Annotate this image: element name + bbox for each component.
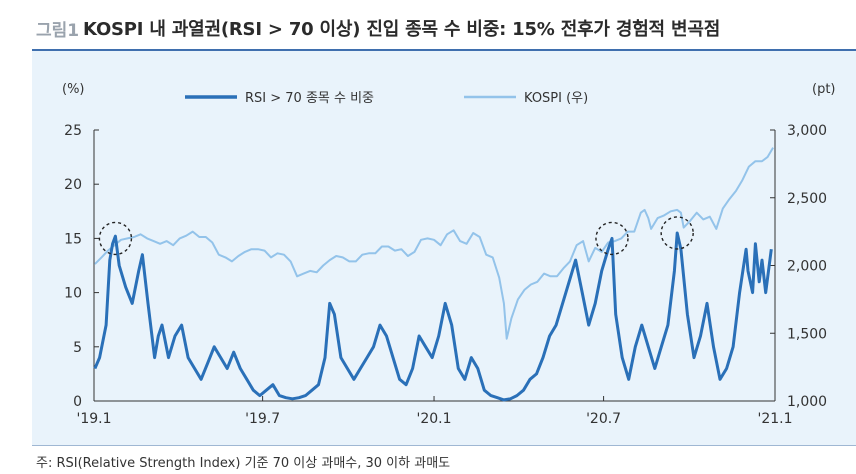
left-tick-label: 5 bbox=[73, 340, 82, 356]
footer-divider bbox=[32, 445, 856, 446]
series-lines bbox=[93, 147, 774, 402]
right-tick-label: 2,500 bbox=[787, 191, 827, 207]
right-tick-label: 1,500 bbox=[787, 326, 827, 342]
chart-panel: 0 5 10 15 20 25 1,000 1,500 2,000 2,500 3,000 '19… bbox=[32, 51, 856, 445]
figure-header: 그림1 KOSPI 내 과열권(RSI > 70 이상) 진입 종목 수 비중:… bbox=[0, 0, 856, 50]
highlight-circle bbox=[660, 216, 694, 250]
highlight-circle bbox=[595, 221, 629, 256]
title-divider bbox=[32, 49, 856, 51]
x-tick-label: '21.1 bbox=[757, 411, 792, 427]
x-axis-ticks: '19.1 '19.7 '20.1 '20.7 '21.1 bbox=[76, 396, 793, 427]
right-tick-label: 3,000 bbox=[787, 123, 827, 139]
figure-title: KOSPI 내 과열권(RSI > 70 이상) 진입 종목 수 비중: 15%… bbox=[83, 19, 721, 40]
chart: 0 5 10 15 20 25 1,000 1,500 2,000 2,500 3,000 '19… bbox=[62, 82, 836, 427]
legend: RSI > 70 종목 수 비중 KOSPI (우) bbox=[185, 91, 588, 106]
rsi-line bbox=[93, 231, 773, 402]
left-tick-label: 15 bbox=[64, 231, 82, 247]
x-tick-label: '19.1 bbox=[76, 411, 111, 427]
highlight-markers bbox=[98, 216, 694, 256]
figure-number: 그림1 bbox=[36, 21, 80, 41]
right-tick-label: 1,000 bbox=[787, 394, 827, 410]
kospi-line bbox=[94, 147, 774, 340]
x-tick-label: '20.7 bbox=[586, 411, 621, 427]
legend-label-kospi: KOSPI (우) bbox=[524, 91, 588, 106]
legend-label-rsi: RSI > 70 종목 수 비중 bbox=[245, 91, 374, 106]
left-tick-label: 20 bbox=[64, 177, 82, 193]
right-unit-label: (pt) bbox=[812, 82, 836, 97]
footnote: 주: RSI(Relative Strength Index) 기준 70 이상… bbox=[36, 456, 451, 471]
right-tick-label: 2,000 bbox=[787, 259, 827, 275]
left-tick-label: 0 bbox=[73, 394, 82, 410]
right-axis-ticks: 1,000 1,500 2,000 2,500 3,000 bbox=[770, 123, 827, 410]
x-tick-label: '19.7 bbox=[245, 411, 280, 427]
left-tick-label: 10 bbox=[64, 286, 82, 302]
left-unit-label: (%) bbox=[62, 82, 85, 97]
x-tick-label: '20.1 bbox=[417, 411, 452, 427]
highlight-circle bbox=[98, 221, 133, 256]
axes bbox=[93, 130, 776, 402]
left-axis-ticks: 0 5 10 15 20 25 bbox=[64, 123, 99, 410]
left-tick-label: 25 bbox=[64, 123, 82, 139]
